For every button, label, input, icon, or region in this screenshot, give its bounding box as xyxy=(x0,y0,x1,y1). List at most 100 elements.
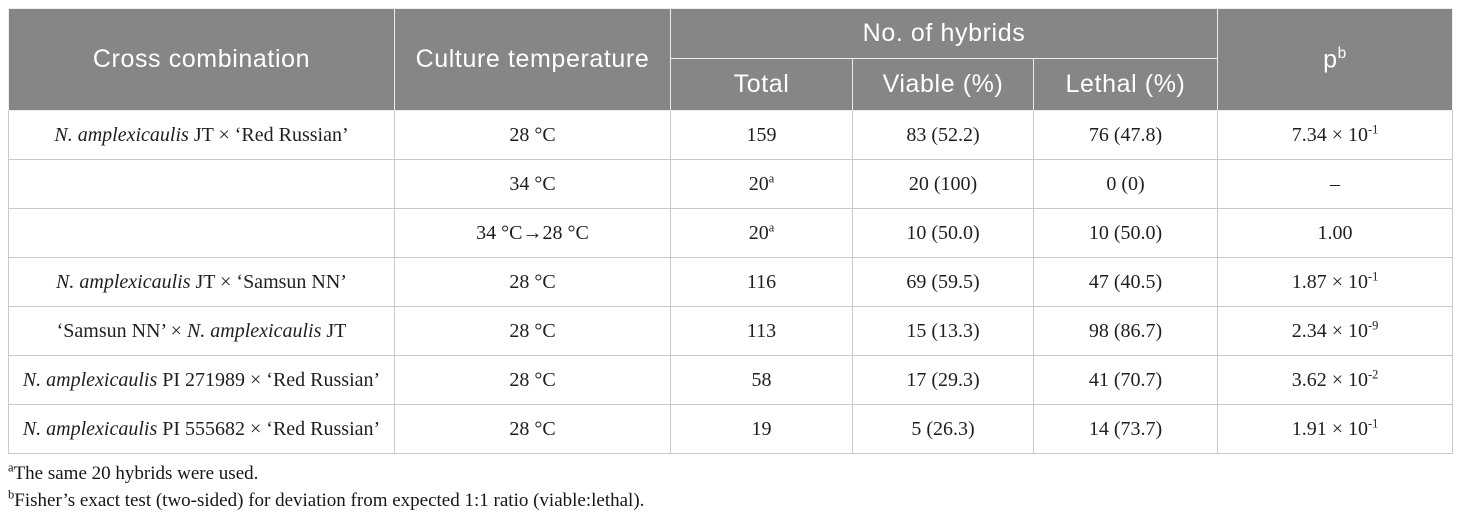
cross-combination-cell xyxy=(8,159,395,209)
p-value-cell-value: 2.34 × 10 xyxy=(1291,319,1368,342)
cross-text: JT × ‘Samsun NN’ xyxy=(190,270,347,293)
table-row: N. amplexicaulis JT × ‘Red Russian’ 28 °C… xyxy=(8,110,1453,160)
cross-combination-cell: N. amplexicaulis PI 555682 × ‘Red Russia… xyxy=(8,404,395,454)
header-row-top: Cross combination Culture temperature No… xyxy=(8,8,1453,111)
footnote-a-marker: a xyxy=(8,460,14,475)
culture-temperature-cell: 34 °C xyxy=(394,159,671,209)
species-name: N. amplexicaulis xyxy=(54,123,189,146)
cross-text: ‘Samsun NN’ × xyxy=(56,319,187,342)
species-name: N. amplexicaulis xyxy=(186,319,322,342)
viable-cell: 69 (59.5) xyxy=(852,257,1034,307)
table-header: Cross combination Culture temperature No… xyxy=(8,8,1453,111)
header-row-sub: Total Viable (%) Lethal (%) xyxy=(9,58,1453,111)
total-cell-superscript: a xyxy=(768,170,775,185)
culture-temperature-cell: 28 °C xyxy=(394,257,671,307)
hybrids-table: Cross combination Culture temperature No… xyxy=(8,8,1453,454)
header-p-superscript: b xyxy=(1337,44,1347,62)
lethal-cell: 0 (0) xyxy=(1033,159,1218,209)
header-p-value: pb xyxy=(1217,8,1453,111)
total-cell: 20a xyxy=(670,208,853,258)
table-row: 34 °C 20a 20 (100) 0 (0) – xyxy=(8,159,1453,209)
lethal-cell: 98 (86.7) xyxy=(1033,306,1218,356)
footnote-a: aThe same 20 hybrids were used. xyxy=(8,460,1452,487)
total-cell: 116 xyxy=(670,257,853,307)
header-viable: Viable (%) xyxy=(852,58,1034,111)
p-value-cell: 1.91 × 10-1 xyxy=(1217,404,1453,454)
p-value-cell: 7.34 × 10-1 xyxy=(1217,110,1453,160)
species-name: N. amplexicaulis xyxy=(56,270,191,293)
total-cell: 20a xyxy=(670,159,853,209)
total-cell-superscript: a xyxy=(768,219,775,234)
p-value-cell: 3.62 × 10-2 xyxy=(1217,355,1453,405)
culture-temperature-cell: 34 °C→28 °C xyxy=(394,208,671,258)
viable-cell: 5 (26.3) xyxy=(852,404,1034,454)
footnote-b-marker: b xyxy=(8,487,15,502)
table-row: N. amplexicaulis JT × ‘Samsun NN’ 28 °C 11… xyxy=(8,257,1453,307)
viable-cell: 83 (52.2) xyxy=(852,110,1034,160)
total-cell: 113 xyxy=(670,306,853,356)
header-lethal: Lethal (%) xyxy=(1033,58,1218,111)
species-name: N. amplexicaulis xyxy=(22,368,158,391)
p-value-cell-superscript: -2 xyxy=(1367,366,1379,381)
p-value-cell-superscript: -1 xyxy=(1367,121,1379,136)
cross-text: PI 271989 × ‘Red Russian’ xyxy=(157,368,381,391)
header-culture-temperature: Culture temperature xyxy=(394,8,671,111)
p-value-cell-value: – xyxy=(1330,172,1340,195)
viable-cell: 15 (13.3) xyxy=(852,306,1034,356)
p-value-cell: – xyxy=(1217,159,1453,209)
p-value-cell: 1.00 xyxy=(1217,208,1453,258)
footnote-b: bFisher’s exact test (two-sided) for dev… xyxy=(8,487,1452,514)
table-row: N. amplexicaulis PI 555682 × ‘Red Russia… xyxy=(8,404,1453,454)
lethal-cell: 41 (70.7) xyxy=(1033,355,1218,405)
total-cell-value: 113 xyxy=(746,319,777,342)
culture-temperature-cell: 28 °C xyxy=(394,355,671,405)
lethal-cell: 10 (50.0) xyxy=(1033,208,1218,258)
p-value-cell-value: 1.91 × 10 xyxy=(1291,417,1368,440)
total-cell: 159 xyxy=(670,110,853,160)
p-value-cell-value: 1.87 × 10 xyxy=(1291,270,1368,293)
p-value-cell-value: 3.62 × 10 xyxy=(1291,368,1368,391)
header-no-of-hybrids: No. of hybrids xyxy=(670,8,1218,59)
cross-combination-cell: N. amplexicaulis JT × ‘Samsun NN’ xyxy=(8,257,395,307)
lethal-cell: 14 (73.7) xyxy=(1033,404,1218,454)
cross-text: PI 555682 × ‘Red Russian’ xyxy=(157,417,381,440)
viable-cell: 10 (50.0) xyxy=(852,208,1034,258)
footnotes: aThe same 20 hybrids were used. bFisher’… xyxy=(8,460,1452,514)
total-cell-value: 159 xyxy=(746,123,777,146)
footnote-a-text: The same 20 hybrids were used. xyxy=(13,463,259,484)
lethal-cell: 47 (40.5) xyxy=(1033,257,1218,307)
p-value-cell: 1.87 × 10-1 xyxy=(1217,257,1453,307)
p-value-cell-superscript: -9 xyxy=(1367,317,1379,332)
p-value-cell: 2.34 × 10-9 xyxy=(1217,306,1453,356)
cross-combination-cell: N. amplexicaulis JT × ‘Red Russian’ xyxy=(8,110,395,160)
lethal-cell: 76 (47.8) xyxy=(1033,110,1218,160)
table-row: N. amplexicaulis PI 271989 × ‘Red Russia… xyxy=(8,355,1453,405)
p-value-cell-superscript: -1 xyxy=(1367,268,1379,283)
total-cell-value: 116 xyxy=(746,270,777,293)
header-cross-combination: Cross combination xyxy=(8,8,395,111)
culture-temperature-cell: 28 °C xyxy=(394,110,671,160)
header-total: Total xyxy=(670,58,853,111)
table-row: 34 °C→28 °C 20a 10 (50.0) 10 (50.0) 1.00 xyxy=(8,208,1453,258)
header-p-base: p xyxy=(1323,45,1338,74)
culture-temperature-cell: 28 °C xyxy=(394,404,671,454)
total-cell-value: 19 xyxy=(751,417,772,440)
cross-combination-cell: N. amplexicaulis PI 271989 × ‘Red Russia… xyxy=(8,355,395,405)
total-cell: 58 xyxy=(670,355,853,405)
viable-cell: 20 (100) xyxy=(852,159,1034,209)
footnote-b-text: Fisher’s exact test (two-sided) for devi… xyxy=(14,490,645,511)
p-value-cell-superscript: -1 xyxy=(1367,415,1379,430)
table-row: ‘Samsun NN’ × N. amplexicaulis JT 28 °C 11… xyxy=(8,306,1453,356)
total-cell-value: 58 xyxy=(751,368,772,391)
table-body: N. amplexicaulis JT × ‘Red Russian’ 28 °C… xyxy=(8,110,1453,454)
culture-temperature-cell: 28 °C xyxy=(394,306,671,356)
cross-combination-cell: ‘Samsun NN’ × N. amplexicaulis JT xyxy=(8,306,395,356)
p-value-cell-value: 7.34 × 10 xyxy=(1291,123,1368,146)
viable-cell: 17 (29.3) xyxy=(852,355,1034,405)
total-cell-value: 20 xyxy=(748,172,769,195)
p-value-cell-value: 1.00 xyxy=(1317,221,1353,244)
cross-text: JT xyxy=(321,319,347,342)
total-cell-value: 20 xyxy=(748,221,769,244)
cross-combination-cell xyxy=(8,208,395,258)
